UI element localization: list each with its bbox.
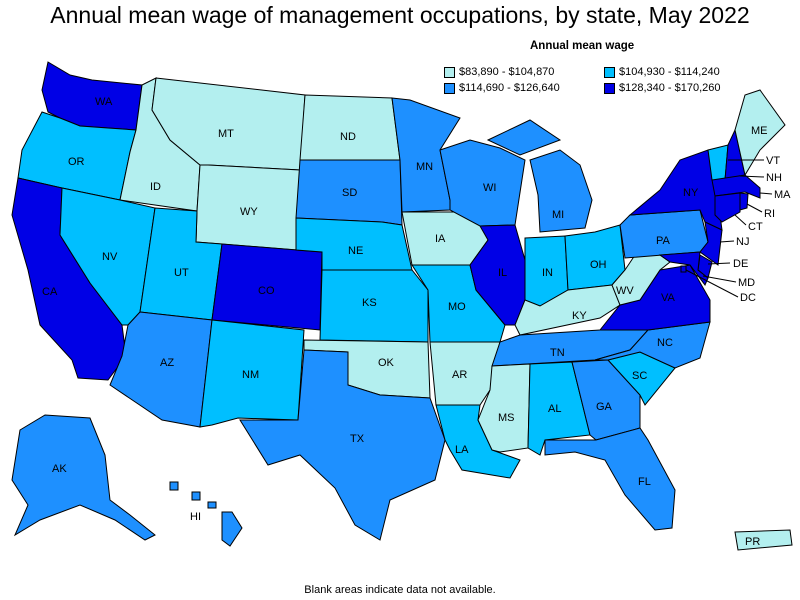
- state-TX[interactable]: [239, 349, 446, 541]
- label-OH: OH: [590, 259, 607, 271]
- state-PA[interactable]: [619, 209, 709, 259]
- label-TX: TX: [350, 433, 365, 445]
- label-NY: NY: [683, 187, 699, 199]
- label-MD: MD: [738, 277, 755, 289]
- label-TN: TN: [550, 347, 565, 359]
- label-KY: KY: [572, 310, 587, 322]
- label-OK: OK: [378, 357, 395, 369]
- state-AZ[interactable]: [109, 311, 213, 428]
- state-AK[interactable]: [11, 414, 156, 541]
- label-AL: AL: [548, 403, 561, 415]
- label-AZ: AZ: [160, 357, 174, 369]
- legend-swatch-2: [604, 66, 615, 78]
- label-IA: IA: [435, 233, 446, 245]
- label-ME: ME: [751, 125, 768, 137]
- label-NE: NE: [348, 245, 363, 257]
- label-MS: MS: [498, 412, 515, 424]
- label-WY: WY: [240, 206, 258, 218]
- label-SC: SC: [632, 370, 647, 382]
- state-MI[interactable]: [486, 119, 593, 233]
- label-MO: MO: [448, 301, 466, 313]
- label-GA: GA: [596, 401, 613, 413]
- label-NM: NM: [242, 369, 259, 381]
- label-SD: SD: [342, 187, 357, 199]
- footnote: Blank areas indicate data not available.: [304, 584, 496, 596]
- label-VA: VA: [661, 292, 676, 304]
- label-NV: NV: [102, 251, 118, 263]
- label-MN: MN: [416, 161, 433, 173]
- label-RI: RI: [764, 208, 775, 220]
- state-MD[interactable]: [658, 251, 709, 286]
- label-ID: ID: [150, 181, 161, 193]
- state-HI[interactable]: [169, 481, 243, 547]
- legend-item-1: $83,890 - $104,870: [444, 66, 554, 78]
- legend-item-2: $104,930 - $114,240: [604, 66, 720, 78]
- label-PR: PR: [745, 536, 760, 548]
- label-PA: PA: [656, 235, 671, 247]
- legend-swatch-1: [444, 66, 455, 78]
- state-AR[interactable]: [429, 341, 501, 406]
- state-ND[interactable]: [299, 94, 401, 161]
- legend-label-1: $83,890 - $104,870: [459, 66, 555, 78]
- label-OR: OR: [68, 156, 85, 168]
- state-labels: WA OR CA ID NV MT WY UT AZ CO NM ND SD N…: [42, 96, 791, 548]
- legend-label-4: $128,340 - $170,260: [619, 82, 721, 94]
- label-AR: AR: [452, 369, 467, 381]
- state-DC[interactable]: [680, 265, 687, 273]
- label-IN: IN: [542, 267, 553, 279]
- legend-label-2: $104,930 - $114,240: [619, 66, 720, 78]
- state-NM[interactable]: [199, 319, 305, 428]
- state-CT[interactable]: [714, 192, 741, 223]
- label-DC: DC: [740, 292, 756, 304]
- state-FL[interactable]: [544, 427, 676, 531]
- label-NJ: NJ: [736, 236, 749, 248]
- legend-label-3: $114,690 - $126,640: [459, 82, 560, 94]
- label-WV: WV: [616, 285, 634, 297]
- state-NJ[interactable]: [699, 221, 723, 266]
- label-IL: IL: [498, 267, 507, 279]
- label-NH: NH: [766, 172, 782, 184]
- label-LA: LA: [455, 444, 469, 456]
- label-CT: CT: [748, 221, 763, 233]
- label-MI: MI: [552, 209, 564, 221]
- state-IL[interactable]: [469, 224, 526, 326]
- label-MT: MT: [218, 128, 234, 140]
- label-CA: CA: [42, 286, 58, 298]
- legend-item-4: $128,340 - $170,260: [604, 82, 721, 94]
- label-MA: MA: [774, 189, 791, 201]
- label-AK: AK: [52, 463, 67, 475]
- label-WA: WA: [95, 96, 113, 108]
- legend-item-3: $114,690 - $126,640: [444, 82, 560, 94]
- state-RI[interactable]: [739, 192, 749, 211]
- label-ND: ND: [340, 131, 356, 143]
- label-VT: VT: [766, 155, 780, 167]
- state-LA[interactable]: [435, 404, 521, 479]
- state-NC[interactable]: [594, 321, 711, 369]
- label-CO: CO: [258, 285, 275, 297]
- label-DE: DE: [733, 258, 748, 270]
- state-PR[interactable]: [734, 529, 793, 551]
- label-KS: KS: [362, 297, 377, 309]
- legend-title: Annual mean wage: [530, 40, 635, 52]
- legend-swatch-4: [604, 82, 615, 94]
- label-FL: FL: [638, 476, 651, 488]
- state-KS[interactable]: [319, 269, 429, 343]
- legend-swatch-3: [444, 82, 455, 94]
- leader-lines: [685, 159, 773, 298]
- label-WI: WI: [483, 182, 496, 194]
- label-NC: NC: [657, 337, 673, 349]
- label-UT: UT: [174, 267, 189, 279]
- label-HI: HI: [190, 511, 201, 523]
- map-title: Annual mean wage of management occupatio…: [50, 2, 750, 28]
